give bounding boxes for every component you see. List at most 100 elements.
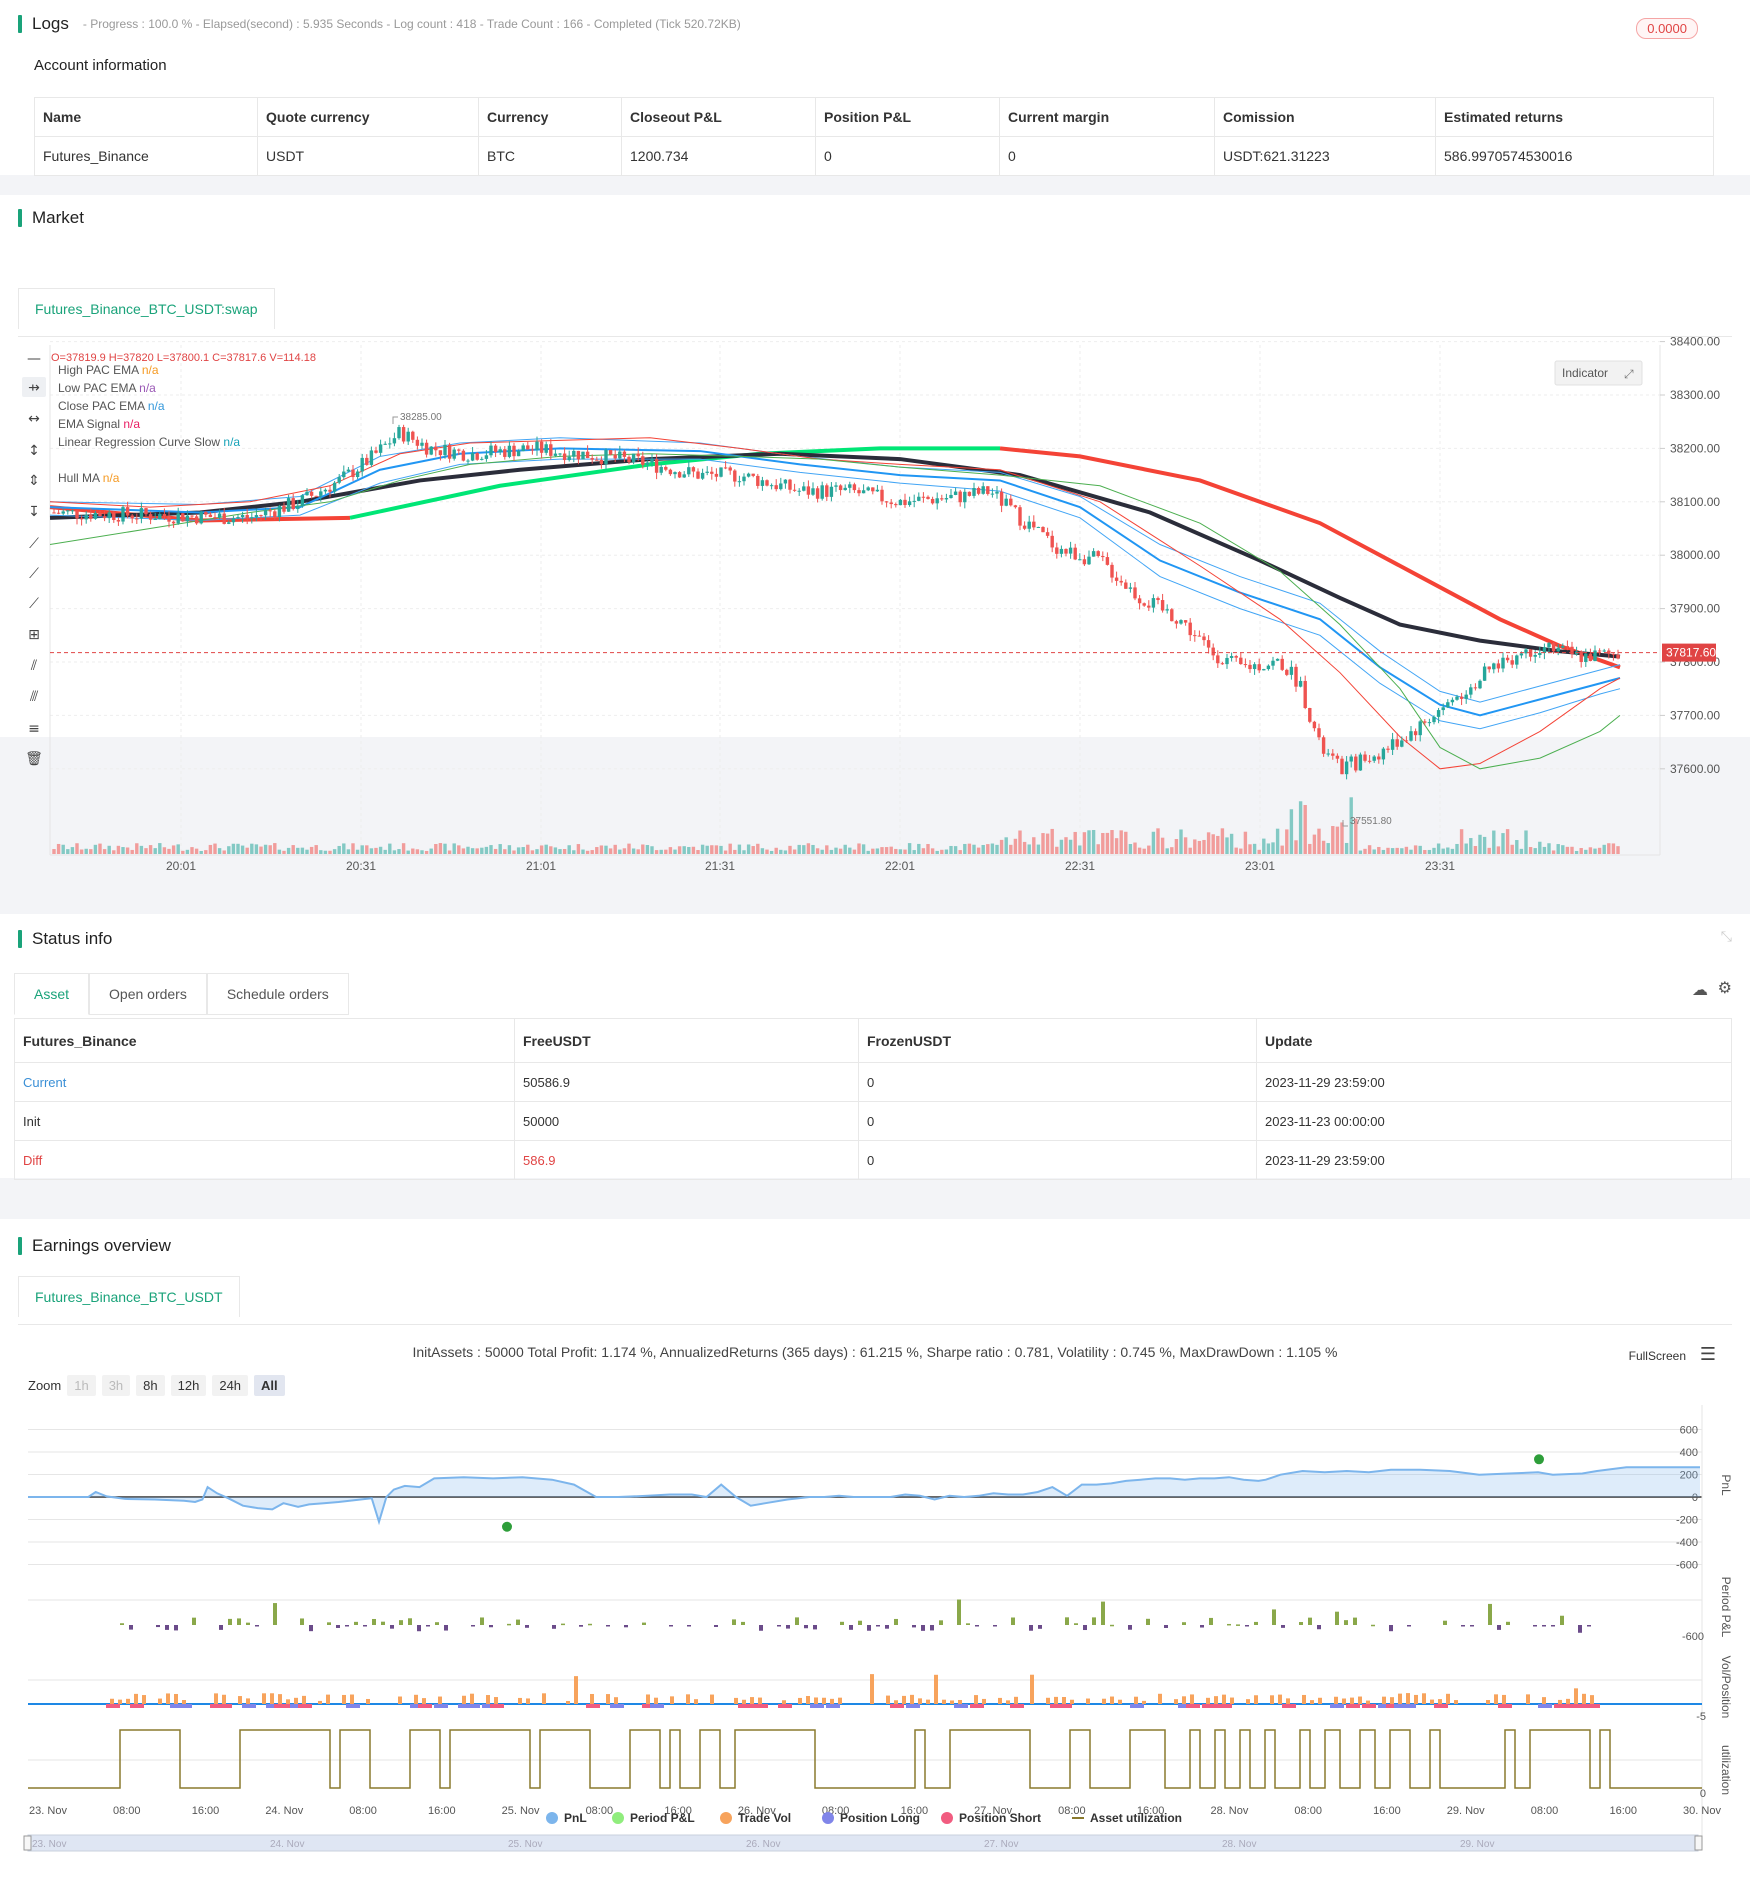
candle-body [981, 486, 985, 494]
volume-bar [981, 844, 985, 854]
volume-bar [1446, 847, 1450, 854]
candle-body [1193, 635, 1197, 637]
candle-body [319, 491, 323, 496]
fullscreen-button[interactable]: FullScreen [1628, 1349, 1686, 1363]
volume-bar [1220, 828, 1225, 854]
trade-vol-bar [470, 1693, 474, 1704]
candlesticks [52, 424, 1620, 780]
candle-body [1271, 660, 1275, 666]
tab-asset[interactable]: Asset [14, 973, 90, 1015]
download-icon[interactable]: ☁ [1692, 982, 1708, 999]
volume-bar [1022, 841, 1027, 854]
indicator-lines [49, 437, 1621, 770]
candle-body [838, 485, 843, 491]
period-pnl-bar [1407, 1625, 1411, 1627]
account-table: Name Quote currency Currency Closeout P&L Po… [34, 97, 1714, 176]
tab-earnings-symbol[interactable]: Futures_Binance_BTC_USDT [18, 1276, 240, 1317]
trade-vol-bar [486, 1695, 490, 1704]
volume-bar [1055, 846, 1059, 854]
horizontal-ray-icon: ↔ [28, 411, 40, 427]
candle-body [236, 517, 240, 519]
candle-body [668, 469, 673, 475]
period-pnl-bar [957, 1599, 961, 1625]
candle-body [990, 493, 995, 495]
earnings-chart[interactable]: 600 400 200 0 -200 -400 -600 PnL Period P&L Vol/P… [0, 1395, 1750, 1899]
market-chart[interactable]: —⇸↔↕⇕↧⟋⟋⟋⊞⫽⫻≡🗑 38400.0038300.0038200.003… [0, 0, 1750, 900]
zoom-12h[interactable]: 12h [170, 1375, 207, 1396]
volume-bar [130, 849, 134, 854]
trend-line-icon: ⟋ [29, 536, 39, 552]
candle-body [1455, 696, 1459, 700]
trade-vol-bar [326, 1694, 330, 1704]
volume-bar [139, 845, 144, 854]
volume-bar [1206, 832, 1211, 854]
period-pnl-bar [1371, 1624, 1375, 1627]
candle-body [167, 516, 171, 522]
candle-body [774, 485, 778, 490]
volume-bar [673, 849, 677, 854]
period-pnl-bar [885, 1625, 889, 1629]
volume-bar [171, 845, 176, 854]
navigator-handle-right [1694, 1835, 1703, 1851]
candle-body [457, 449, 461, 451]
position-bar [754, 1704, 768, 1708]
zoom-1h[interactable]: 1h [67, 1375, 96, 1396]
candle-body [392, 438, 397, 444]
candle-body [328, 489, 332, 492]
zoom-all[interactable]: All [254, 1375, 285, 1396]
zoom-8h[interactable]: 8h [136, 1375, 165, 1396]
position-bar [434, 1704, 448, 1708]
volume-bar [1064, 837, 1068, 854]
logs-panel: Logs - Progress : 100.0 % - Elapsed(seco… [0, 0, 1750, 176]
trade-vol-bar [918, 1698, 922, 1704]
volume-bar [300, 847, 305, 854]
volume-bar [880, 847, 884, 854]
trade-vol-bar [1270, 1695, 1274, 1704]
trade-vol-bar [1582, 1693, 1586, 1704]
candle-body [493, 445, 498, 453]
volume-bar [1239, 848, 1243, 854]
collapse-icon[interactable]: ⤡ [1720, 928, 1732, 944]
tab-schedule-orders[interactable]: Schedule orders [206, 973, 349, 1015]
candle-body [158, 514, 162, 520]
candle-body [1423, 721, 1427, 723]
vertical-ray-icon: ↧ [28, 504, 40, 520]
asset-utilization-line [28, 1729, 1702, 1789]
period-pnl-bar [1551, 1625, 1555, 1627]
zoom-3h[interactable]: 3h [101, 1375, 131, 1396]
x-tick-label: 30. Nov [1683, 1805, 1721, 1817]
trade-vol-bar [1070, 1699, 1074, 1704]
candle-body [282, 505, 286, 512]
candle-body [342, 471, 346, 478]
period-pnl-bar [1542, 1625, 1546, 1627]
indicator-button[interactable]: Indicator ⤢ [1554, 360, 1643, 386]
candle-body [811, 488, 815, 495]
volume-bar [797, 844, 801, 854]
volume-bar [963, 843, 967, 854]
volume-bar [1068, 839, 1073, 854]
volume-bar [972, 844, 976, 854]
volume-bar [498, 844, 502, 854]
menu-icon[interactable]: ☰ [1699, 1344, 1716, 1364]
zoom-24h[interactable]: 24h [212, 1375, 249, 1396]
tab-open-orders[interactable]: Open orders [89, 973, 207, 1015]
volume-bar [1032, 837, 1036, 854]
tab-market-symbol[interactable]: Futures_Binance_BTC_USDT:swap [18, 288, 275, 329]
candle-body [1482, 666, 1487, 681]
price-range-icon: ⊞ [28, 627, 40, 643]
gear-icon[interactable]: ⚙ [1717, 980, 1732, 997]
position-bar [1586, 1704, 1600, 1708]
candle-body [861, 490, 866, 494]
ray-icon: ⇸ [28, 380, 40, 396]
asset-cell: 0 [858, 1140, 1257, 1180]
trade-vol-bar [1006, 1700, 1010, 1704]
volume-bar [866, 850, 870, 854]
trade-vol-bar [166, 1693, 170, 1704]
candle-body [369, 450, 374, 465]
volume-bar [1547, 843, 1551, 854]
trade-vol-bar [734, 1697, 738, 1704]
trade-vol-bar [950, 1700, 954, 1704]
position-bar [586, 1704, 600, 1708]
period-pnl-bar [345, 1625, 349, 1627]
candle-body [834, 485, 838, 487]
